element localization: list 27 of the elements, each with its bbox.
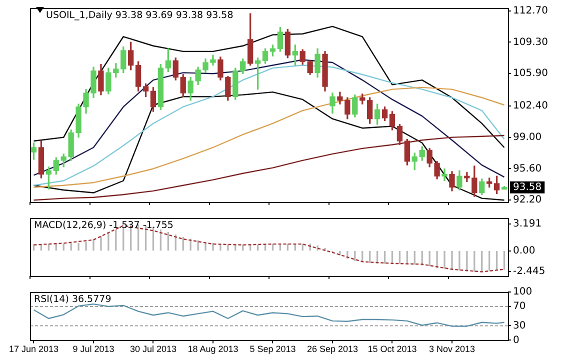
x-tick-label: 5 Sep 2013 bbox=[250, 344, 296, 354]
x-tick-label: 9 Jul 2013 bbox=[72, 344, 114, 354]
y-tick-label: 100 bbox=[513, 286, 532, 298]
x-tick-label: 17 Jun 2013 bbox=[8, 344, 59, 354]
y-tick-label: 99.00 bbox=[513, 132, 542, 143]
y-tick-label: 92.20 bbox=[513, 194, 542, 206]
y-tick-label: 112.70 bbox=[513, 5, 548, 16]
y-tick-label: 3.191 bbox=[513, 218, 542, 230]
y-tick-label: 102.40 bbox=[513, 100, 548, 112]
x-tick-label: 3 Nov 2013 bbox=[428, 344, 476, 354]
y-tick-label: 95.60 bbox=[513, 163, 542, 174]
chart-title: MACD(12,26,9) -1.537 -1.755 bbox=[34, 220, 174, 232]
y-tick-label: 70 bbox=[513, 301, 526, 312]
annotation: 93.58 bbox=[513, 182, 542, 193]
x-tick-label: 18 Aug 2013 bbox=[188, 344, 238, 354]
x-tick-label: 30 Jul 2013 bbox=[130, 344, 177, 354]
chart-title: USOIL_1,Daily 93.38 93.69 93.38 93.58 bbox=[46, 10, 234, 22]
y-tick-label: 0.00 bbox=[513, 245, 536, 256]
chart-title: RSI(14) 36.5779 bbox=[34, 294, 112, 306]
y-tick-label: -2.445 bbox=[513, 266, 546, 277]
y-tick-label: 105.90 bbox=[513, 68, 548, 80]
x-tick-label: 15 Oct 2013 bbox=[368, 344, 417, 354]
x-tick-label: 26 Sep 2013 bbox=[306, 344, 358, 354]
candlestick bbox=[442, 168, 448, 182]
y-tick-label: 30 bbox=[513, 320, 526, 332]
y-tick-label: 109.30 bbox=[513, 36, 548, 48]
y-tick-label: 0 bbox=[513, 334, 520, 346]
